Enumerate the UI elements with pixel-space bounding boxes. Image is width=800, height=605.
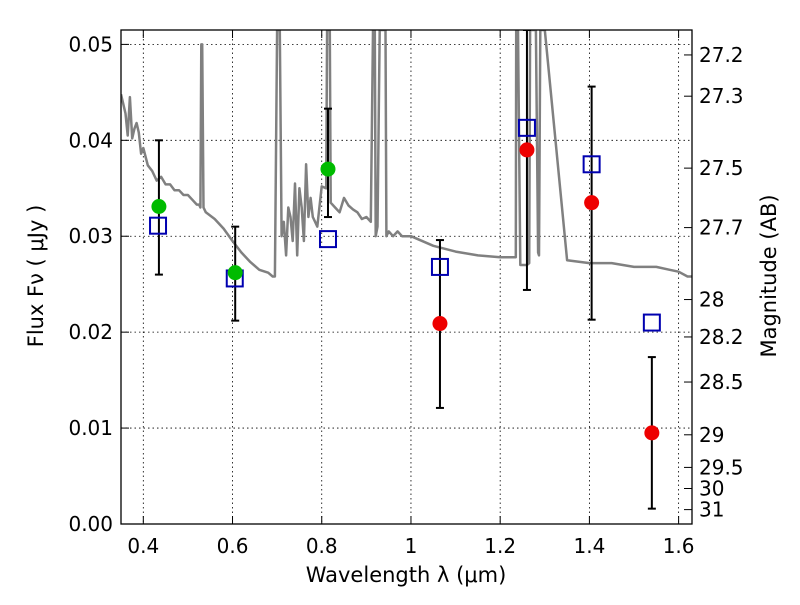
y-tick-label: 0.02: [68, 320, 113, 344]
y-tick-label: 0.05: [68, 32, 113, 56]
x-tick-label: 1: [405, 534, 418, 558]
y-tick-label: 0.01: [68, 416, 113, 440]
x-tick-label: 1.2: [484, 534, 516, 558]
x-tick-label: 0.8: [306, 534, 338, 558]
mag-tick-label: 28.5: [699, 370, 744, 394]
plot-area: [121, 30, 692, 510]
mag-tick-label: 28: [699, 288, 724, 312]
green-data-point: [151, 198, 167, 214]
mag-tick-label: 27.5: [699, 156, 744, 180]
x-tick-label: 1.4: [573, 534, 605, 558]
y-tick-label: 0.00: [68, 512, 113, 536]
y-axis-title: Flux Fν ( μJy ): [24, 205, 48, 348]
red-data-point: [519, 142, 535, 158]
x-tick-label: 1.6: [663, 534, 695, 558]
x-tick-label: 0.4: [127, 534, 159, 558]
model-square-point: [642, 313, 661, 332]
grid: [121, 30, 692, 525]
green-data-point: [320, 161, 336, 177]
mag-tick-label: 29.5: [699, 455, 744, 479]
sed-template-line: [121, 30, 692, 278]
mag-tick-label: 27.2: [699, 43, 744, 67]
red-data-point: [584, 195, 600, 211]
mag-tick-label: 28.2: [699, 325, 744, 349]
green-data-point: [227, 265, 243, 281]
model-square-point: [517, 118, 536, 137]
y2-axis-title: Magnitude (AB): [757, 194, 781, 357]
plot-frame: [120, 29, 693, 525]
x-axis-title: Wavelength λ (μm): [306, 563, 507, 587]
model-square-point: [149, 216, 168, 235]
mag-tick-label: 29: [699, 423, 724, 447]
mag-tick-label: 27.3: [699, 84, 744, 108]
model-square-point: [318, 230, 337, 249]
red-data-point: [644, 425, 660, 441]
model-square-point: [582, 155, 601, 174]
mag-tick-label: 30: [699, 477, 724, 501]
x-tick-label: 0.6: [217, 534, 249, 558]
mag-tick-label: 27.7: [699, 216, 744, 240]
model-square-point: [430, 257, 449, 276]
mag-tick-label: 31: [699, 498, 724, 522]
y-tick-label: 0.03: [68, 224, 113, 248]
ticks: 0.4 0.6 0.8 1 1.2 1.4 1.6 0.00 0.01 0.02 0.03 0.04 0…: [68, 30, 744, 558]
red-data-point: [432, 316, 448, 332]
y-tick-label: 0.04: [68, 128, 113, 152]
